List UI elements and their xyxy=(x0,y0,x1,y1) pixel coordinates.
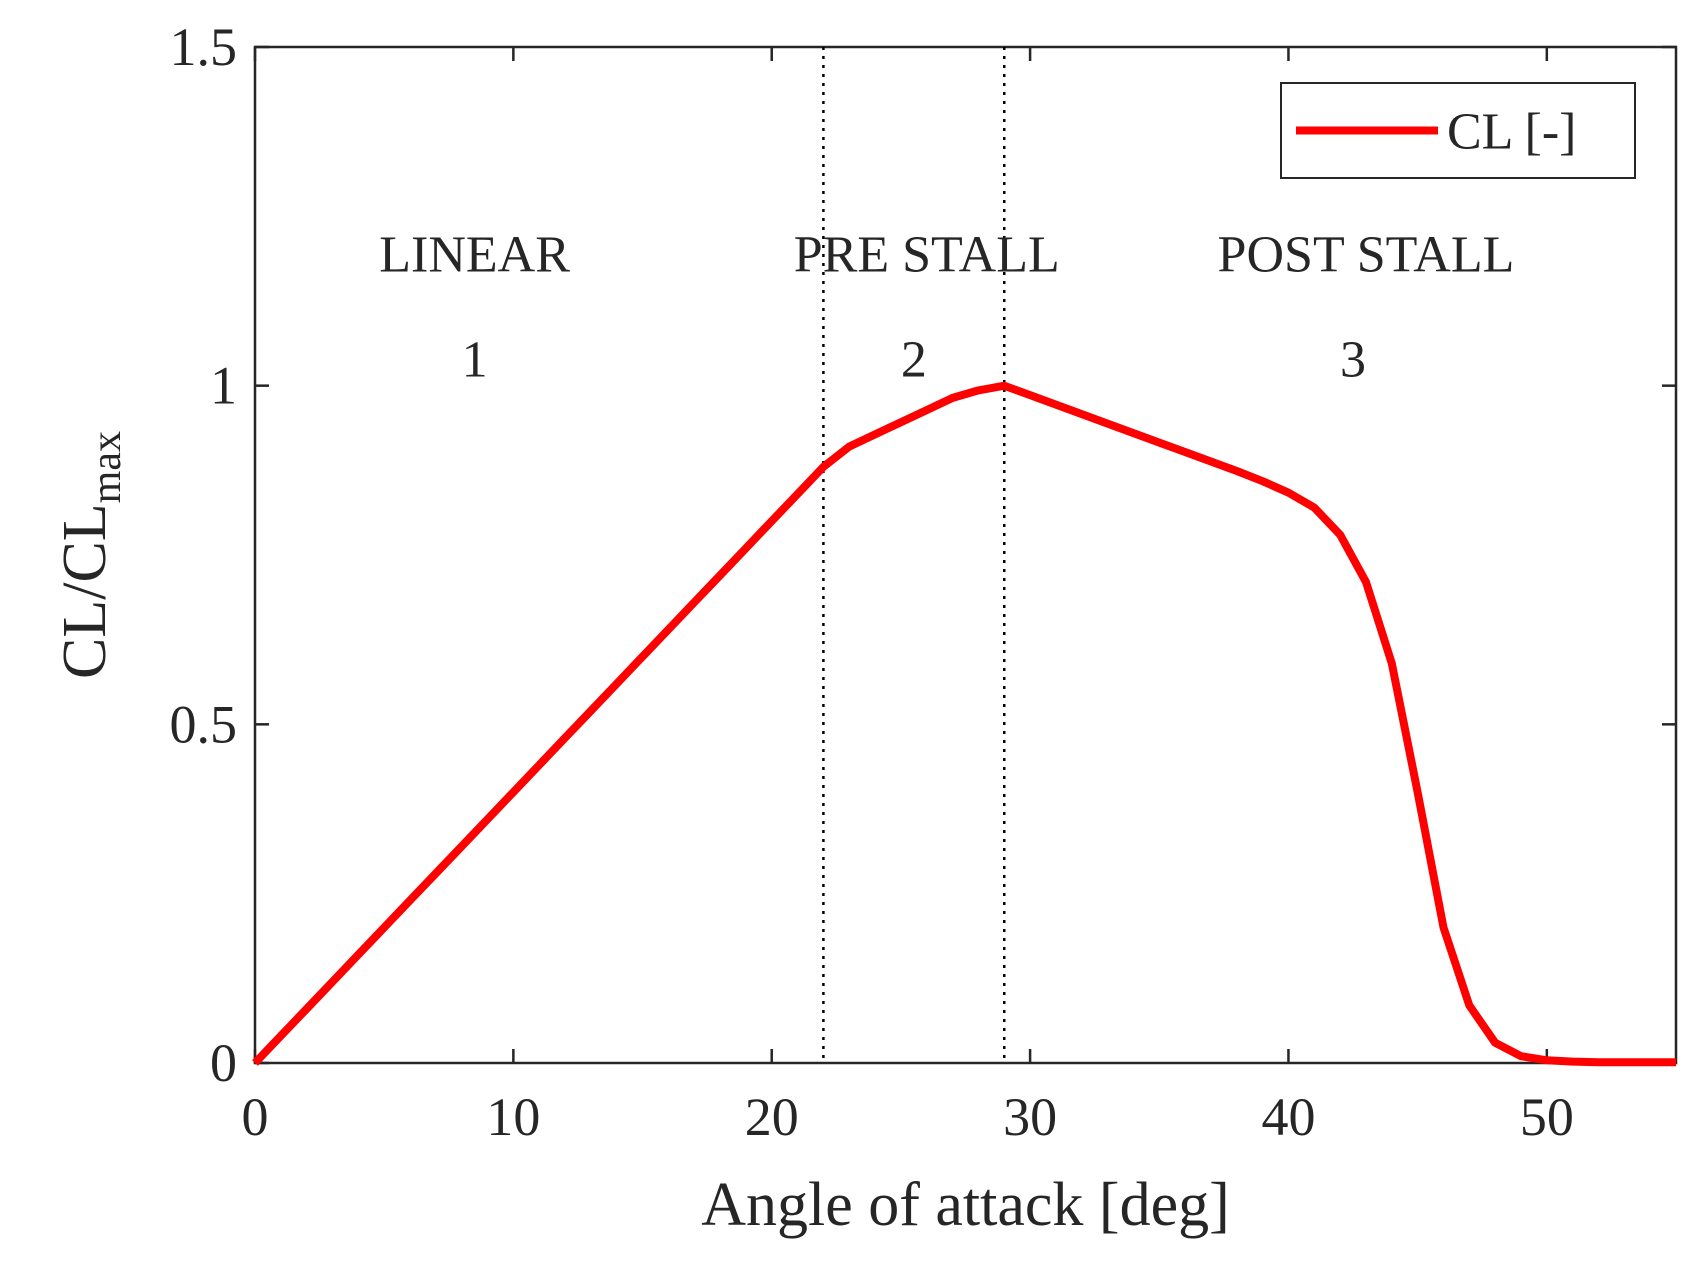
x-axis-label: Angle of attack [deg] xyxy=(701,1171,1229,1239)
x-tick-label: 30 xyxy=(1003,1087,1057,1147)
series-line-cl xyxy=(252,381,1676,1067)
region-annotation: PRE STALL xyxy=(794,227,1060,284)
y-axis-label-main: CL/CL xyxy=(51,503,119,679)
region-annotation: LINEAR xyxy=(379,227,570,284)
region-annotation: 1 xyxy=(462,332,488,389)
x-tick-label: 0 xyxy=(242,1087,269,1147)
series-layer xyxy=(252,381,1676,1067)
plot-area xyxy=(253,45,1678,1065)
legend-label: CL [-] xyxy=(1447,104,1576,161)
annotations-layer: LINEAR 1 PRE STALL 2 POST STALL 3 xyxy=(379,227,1514,389)
x-tick-label: 10 xyxy=(486,1087,540,1147)
x-tick-label: 20 xyxy=(745,1087,799,1147)
y-tick-label: 1.5 xyxy=(170,17,238,77)
region-annotation: 2 xyxy=(901,332,927,389)
y-tick-label: 0.5 xyxy=(170,694,238,754)
region-annotation: 3 xyxy=(1340,332,1366,389)
legend: CL [-] xyxy=(1280,82,1636,179)
y-axis-label: CL/CLmax xyxy=(51,431,130,679)
vlines-layer xyxy=(822,47,1006,1063)
x-tick-label: 40 xyxy=(1261,1087,1315,1147)
y-tick-label: 0 xyxy=(210,1033,237,1093)
ticks-layer: 0 10 20 30 40 50 0 0.5 1 1.5 xyxy=(170,17,1676,1147)
x-tick-label: 50 xyxy=(1520,1087,1574,1147)
y-tick-label: 1 xyxy=(210,356,237,416)
region-annotation: POST STALL xyxy=(1218,227,1515,284)
y-axis-label-subscript: max xyxy=(84,431,130,503)
